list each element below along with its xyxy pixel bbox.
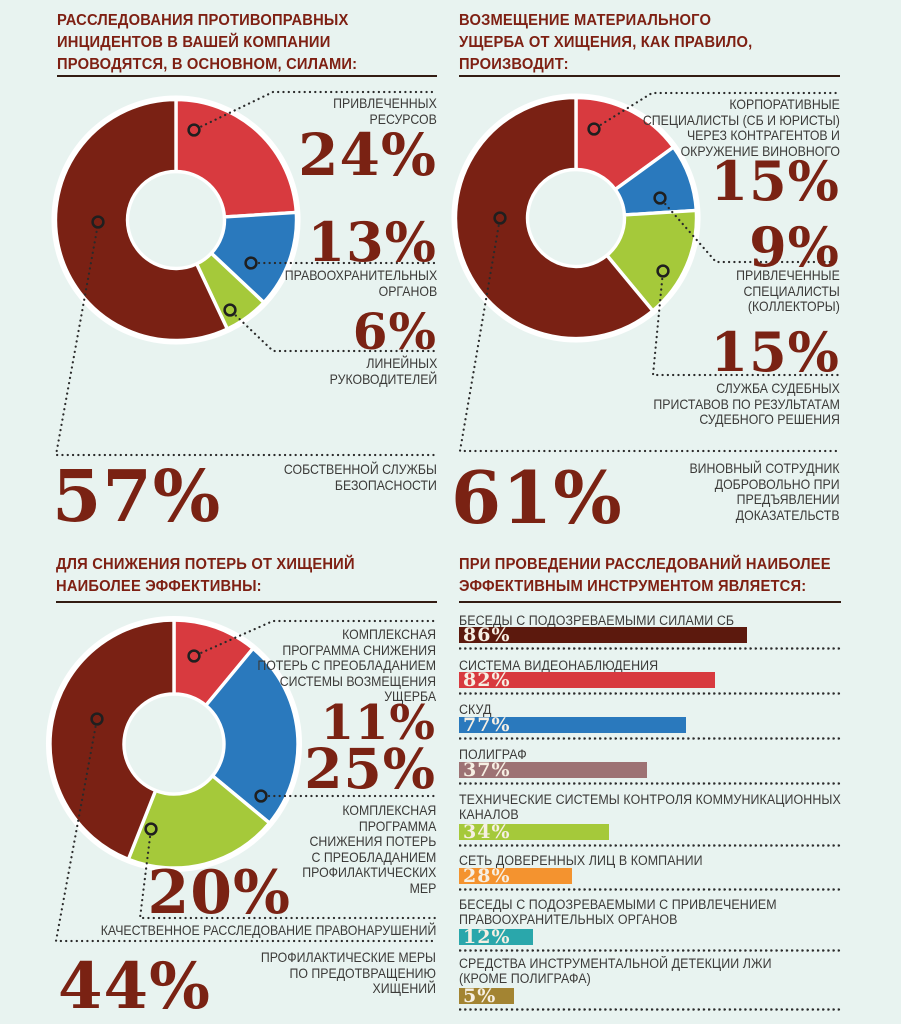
percent-value-bl-2: 20% xyxy=(147,858,291,928)
donut-bl-slice-1 xyxy=(204,646,300,825)
slice-label-tl-2: ЛИНЕЙНЫХ РУКОВОДИТЕЛЕЙ xyxy=(329,355,437,387)
slice-label-tr-3: ВИНОВНЫЙ СОТРУДНИК ДОБРОВОЛЬНО ПРИ ПРЕДЪ… xyxy=(689,460,840,523)
chart-title-br: ПРИ ПРОВЕДЕНИИ РАССЛЕДОВАНИЙ НАИБОЛЕЕ ЭФ… xyxy=(459,556,831,595)
bar-label-br-4: ТЕХНИЧЕСКИЕ СИСТЕМЫ КОНТРОЛЯ КОММУНИКАЦИ… xyxy=(459,792,841,822)
slice-label-bl-1: КОМПЛЕКСНАЯ ПРОГРАММА СНИЖЕНИЯ ПОТЕРЬ С … xyxy=(301,802,436,896)
leader-line-tr-1 xyxy=(664,202,842,264)
bar-separator-br-5 xyxy=(459,888,841,891)
chart-title-bl: ДЛЯ СНИЖЕНИЯ ПОТЕРЬ ОТ ХИЩЕНИЙ НАИБОЛЕЕ … xyxy=(56,556,355,595)
donut-bl-slice-2 xyxy=(126,774,272,870)
bar-separator-br-7 xyxy=(459,1008,841,1011)
donut-tl-slice-3 xyxy=(53,97,230,343)
donut-tr-slice-0 xyxy=(574,95,676,192)
leader-line-bl-3 xyxy=(54,725,438,943)
slice-marker-bl-1 xyxy=(254,789,268,803)
bar-value-br-5: 28% xyxy=(463,865,511,887)
bar-value-br-3: 37% xyxy=(463,759,511,781)
donut-halo-tl xyxy=(51,95,301,345)
bar-label-br-7: СРЕДСТВА ИНСТРУМЕНТАЛЬНОЙ ДЕТЕКЦИИ ЛЖИ (… xyxy=(459,956,772,986)
slice-label-bl-3: ПРОФИЛАКТИЧЕСКИЕ МЕРЫ ПО ПРЕДОТВРАЩЕНИЮ … xyxy=(260,949,436,997)
donut-tr-slice-3 xyxy=(453,95,655,341)
bar-br-0: 86% xyxy=(459,624,747,646)
slice-marker-bl-3 xyxy=(90,712,104,726)
bar-separator-br-3 xyxy=(459,782,841,785)
slice-label-tl-1: ПРАВООХРАНИТЕЛЬНЫХ ОРГАНОВ xyxy=(284,267,437,299)
bar-label-br-6: БЕСЕДЫ С ПОДОЗРЕВАЕМЫМИ С ПРИВЛЕЧЕНИЕМ П… xyxy=(459,897,777,927)
title-rule-bl xyxy=(56,601,437,603)
donut-tl-slice-0 xyxy=(174,97,298,219)
bar-label-br-1: СИСТЕМА ВИДЕОНАБЛЮДЕНИЯ xyxy=(459,658,659,673)
slice-marker-tr-1 xyxy=(653,191,667,205)
chart-title-tr: ВОЗМЕЩЕНИЕ МАТЕРИАЛЬНОГО УЩЕРБА ОТ ХИЩЕН… xyxy=(459,12,753,73)
slice-label-tr-0: КОРПОРАТИВНЫЕ СПЕЦИАЛИСТЫ (СБ И ЮРИСТЫ) … xyxy=(642,96,840,159)
bar-separator-br-6 xyxy=(459,949,841,952)
percent-value-tr-2: 15% xyxy=(710,320,840,384)
donut-halo-tr xyxy=(451,93,701,343)
leader-line-tr-0 xyxy=(599,91,842,126)
title-rule-br xyxy=(459,601,841,603)
bar-separator-br-0 xyxy=(459,647,841,650)
leader-line-tr-3 xyxy=(458,224,842,453)
slice-label-bl-2: КАЧЕСТВЕННОЕ РАССЛЕДОВАНИЕ ПРАВОНАРУШЕНИ… xyxy=(100,922,436,938)
bar-value-br-2: 77% xyxy=(463,714,511,736)
title-rule-tr xyxy=(459,75,840,77)
percent-value-tl-1: 13% xyxy=(307,210,437,274)
slice-label-tr-1: ПРИВЛЕЧЕННЫЕ СПЕЦИАЛИСТЫ (КОЛЛЕКТОРЫ) xyxy=(736,267,840,315)
slice-marker-bl-2 xyxy=(144,822,158,836)
leader-line-tr-2 xyxy=(651,277,842,377)
bar-label-br-5: СЕТЬ ДОВЕРЕННЫХ ЛИЦ В КОМПАНИИ xyxy=(459,853,703,868)
bar-value-br-7: 5% xyxy=(463,985,497,1007)
donut-tr-slice-2 xyxy=(605,208,699,313)
percent-value-tr-0: 15% xyxy=(710,149,840,213)
leader-line-bl-2 xyxy=(138,835,438,920)
percent-value-tl-2: 6% xyxy=(352,302,437,361)
slice-marker-tr-3 xyxy=(493,211,507,225)
bar-separator-br-4 xyxy=(459,844,841,847)
percent-value-tr-1: 9% xyxy=(749,215,840,279)
bar-br-7: 5% xyxy=(459,985,514,1007)
percent-value-bl-3: 44% xyxy=(58,949,211,1024)
slice-marker-tl-0 xyxy=(187,123,201,137)
slice-marker-tl-1 xyxy=(244,256,258,270)
bar-label-br-2: СКУД xyxy=(459,702,492,717)
slice-label-bl-0: КОМПЛЕКСНАЯ ПРОГРАММА СНИЖЕНИЯ ПОТЕРЬ С … xyxy=(257,626,436,705)
donut-bl-slice-3 xyxy=(48,618,176,861)
leader-line-tl-0 xyxy=(200,90,439,128)
bar-separator-br-1 xyxy=(459,692,841,695)
bar-br-1: 82% xyxy=(459,669,715,691)
bar-br-4: 34% xyxy=(459,821,609,843)
bar-label-br-0: БЕСЕДЫ С ПОДОЗРЕВАЕМЫМИ СИЛАМИ СБ xyxy=(459,613,735,628)
bar-br-6: 12% xyxy=(459,926,533,948)
slice-label-tl-0: ПРИВЛЕЧЕННЫХ РЕСУРСОВ xyxy=(333,95,437,127)
bar-br-3: 37% xyxy=(459,759,647,781)
bar-separator-br-2 xyxy=(459,737,841,740)
bar-value-br-6: 12% xyxy=(463,926,511,948)
slice-marker-tl-3 xyxy=(91,215,105,229)
percent-value-tl-3: 57% xyxy=(52,454,222,538)
bar-br-2: 77% xyxy=(459,714,686,736)
slice-marker-tr-0 xyxy=(587,122,601,136)
leader-line-bl-0 xyxy=(200,619,438,654)
bar-br-5: 28% xyxy=(459,865,572,887)
slice-marker-tl-2 xyxy=(223,303,237,317)
bar-value-br-4: 34% xyxy=(463,821,511,843)
percent-value-tr-3: 61% xyxy=(451,455,623,540)
slice-label-tr-2: СЛУЖБА СУДЕБНЫХ ПРИСТАВОВ ПО РЕЗУЛЬТАТАМ… xyxy=(653,380,840,428)
slice-marker-tr-2 xyxy=(656,264,670,278)
percent-value-tl-0: 24% xyxy=(298,121,437,189)
percent-value-bl-0: 11% xyxy=(320,695,436,751)
slice-marker-bl-0 xyxy=(187,649,201,663)
slice-label-tl-3: СОБСТВЕННОЙ СЛУЖБЫ БЕЗОПАСНОСТИ xyxy=(283,461,437,493)
chart-title-tl: РАССЛЕДОВАНИЯ ПРОТИВОПРАВНЫХ ИНЦИДЕНТОВ … xyxy=(57,12,358,73)
bar-label-br-3: ПОЛИГРАФ xyxy=(459,747,527,762)
donut-halo-bl xyxy=(45,615,303,873)
bar-value-br-1: 82% xyxy=(463,669,511,691)
percent-value-bl-1: 25% xyxy=(304,736,436,801)
bar-value-br-0: 86% xyxy=(463,624,511,646)
title-rule-tl xyxy=(57,75,437,77)
